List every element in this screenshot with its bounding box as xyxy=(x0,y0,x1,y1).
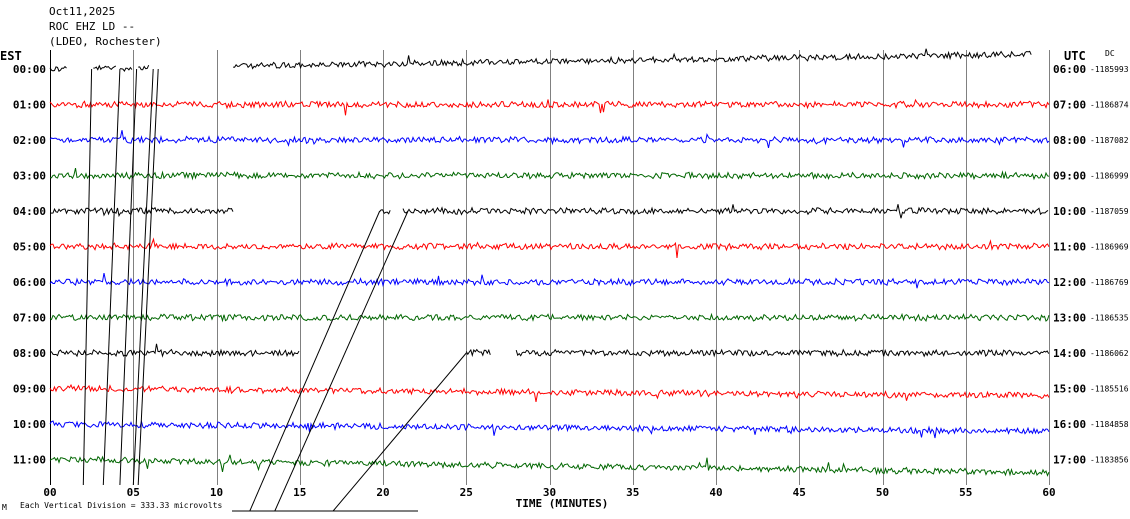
trace-4-2 xyxy=(402,204,1049,219)
trace-9-0 xyxy=(49,383,1050,402)
est-label-3: 03:00 xyxy=(13,170,46,183)
trace-1-0 xyxy=(49,98,1050,116)
dc-label: DC xyxy=(1105,49,1115,58)
utc-label-4: 10:00 xyxy=(1053,205,1086,218)
trace-4-0 xyxy=(49,206,234,218)
x-tick-labels: 00 05 10 15 20 25 30 35 40 45 50 55 60 xyxy=(43,486,1055,499)
seismic-traces xyxy=(49,48,1050,477)
dc-offset-10: -1184858 xyxy=(1090,420,1129,429)
x-tick-60: 60 xyxy=(1042,486,1055,499)
x-tick-25: 25 xyxy=(460,486,473,499)
utc-label-3: 09:00 xyxy=(1053,170,1086,183)
trace-8-0 xyxy=(49,343,300,358)
trace-6-0 xyxy=(49,272,1050,289)
trace-0-1 xyxy=(93,64,117,71)
utc-label-9: 15:00 xyxy=(1053,383,1086,396)
utc-label-1: 07:00 xyxy=(1053,99,1086,112)
trace-0-2 xyxy=(119,66,133,73)
trace-3-0 xyxy=(49,167,1050,181)
x-tick-55: 55 xyxy=(959,486,972,499)
trace-8-1 xyxy=(465,348,491,358)
dc-offset-6: -1186769 xyxy=(1090,278,1129,287)
x-tick-50: 50 xyxy=(876,486,889,499)
trace-5-0 xyxy=(49,237,1050,258)
vertical-gridlines xyxy=(50,50,1050,485)
x-axis-label: TIME (MINUTES) xyxy=(516,497,609,510)
x-tick-35: 35 xyxy=(626,486,639,499)
dc-offset-8: -1186062 xyxy=(1090,349,1129,358)
est-label-2: 02:00 xyxy=(13,134,46,147)
dc-offset-0: -1185993 xyxy=(1090,65,1129,74)
est-label-7: 07:00 xyxy=(13,312,46,325)
scale-note: Each Vertical Division = 333.33 microvol… xyxy=(20,501,222,510)
utc-label-8: 14:00 xyxy=(1053,347,1086,360)
trace-7-0 xyxy=(49,312,1050,323)
right-zone-label: UTC xyxy=(1064,49,1086,63)
slant-line-1 xyxy=(102,68,121,486)
slant-line-5 xyxy=(249,210,381,512)
x-tick-05: 05 xyxy=(127,486,140,499)
left-zone-label: EST xyxy=(0,49,22,63)
network-label: (LDEO, Rochester) xyxy=(49,35,162,48)
x-tick-40: 40 xyxy=(709,486,722,499)
dc-offset-1: -1186874 xyxy=(1090,101,1129,110)
dc-offset-9: -1185516 xyxy=(1090,385,1129,394)
est-label-10: 10:00 xyxy=(13,418,46,431)
trace-0-3 xyxy=(138,64,150,71)
slant-line-2 xyxy=(119,68,138,486)
dc-offset-11: -1183856 xyxy=(1090,456,1129,465)
est-label-0: 00:00 xyxy=(13,63,46,76)
trace-0-0 xyxy=(49,65,67,72)
utc-label-6: 12:00 xyxy=(1053,276,1086,289)
utc-hour-labels: 06:00 -1185993 07:00 -1186874 08:00 -1187082 0… xyxy=(1053,63,1129,467)
x-tick-10: 10 xyxy=(210,486,223,499)
trace-2-0 xyxy=(49,130,1050,149)
est-label-5: 05:00 xyxy=(13,241,46,254)
slant-line-7 xyxy=(332,352,467,512)
est-label-8: 08:00 xyxy=(13,347,46,360)
est-label-1: 01:00 xyxy=(13,99,46,112)
dc-offset-5: -1186969 xyxy=(1090,243,1129,252)
date-label: Oct11,2025 xyxy=(49,5,115,18)
x-tick-30: 30 xyxy=(543,486,556,499)
x-tick-45: 45 xyxy=(793,486,806,499)
footer-marker: M xyxy=(2,503,7,512)
est-label-11: 11:00 xyxy=(13,454,46,467)
est-label-6: 06:00 xyxy=(13,276,46,289)
trace-4-1 xyxy=(379,209,391,215)
slant-line-3 xyxy=(132,68,154,486)
utc-label-2: 08:00 xyxy=(1053,134,1086,147)
dc-offset-3: -1186999 xyxy=(1090,172,1129,181)
slanted-lines xyxy=(82,68,467,512)
slant-line-6 xyxy=(274,210,409,512)
est-hour-labels: 00:00 01:00 02:00 03:00 04:00 05:00 06:00 07:00… xyxy=(13,63,46,467)
x-tick-20: 20 xyxy=(376,486,389,499)
slant-line-0 xyxy=(82,68,93,486)
utc-label-11: 17:00 xyxy=(1053,454,1086,467)
trace-11-0 xyxy=(49,454,1050,477)
slant-line-4 xyxy=(137,68,159,486)
dc-offset-7: -1186535 xyxy=(1090,314,1129,323)
dc-offset-4: -1187059 xyxy=(1090,207,1129,216)
trace-0-4 xyxy=(233,48,1032,70)
trace-8-2 xyxy=(515,348,1050,358)
est-label-4: 04:00 xyxy=(13,205,46,218)
utc-label-10: 16:00 xyxy=(1053,418,1086,431)
x-tick-15: 15 xyxy=(293,486,306,499)
utc-label-7: 13:00 xyxy=(1053,312,1086,325)
utc-label-0: 06:00 xyxy=(1053,63,1086,76)
est-label-9: 09:00 xyxy=(13,383,46,396)
utc-label-5: 11:00 xyxy=(1053,241,1086,254)
x-tick-00: 00 xyxy=(43,486,56,499)
trace-10-0 xyxy=(49,419,1050,439)
station-label: ROC EHZ LD -- xyxy=(49,20,135,33)
dc-offset-2: -1187082 xyxy=(1090,136,1129,145)
